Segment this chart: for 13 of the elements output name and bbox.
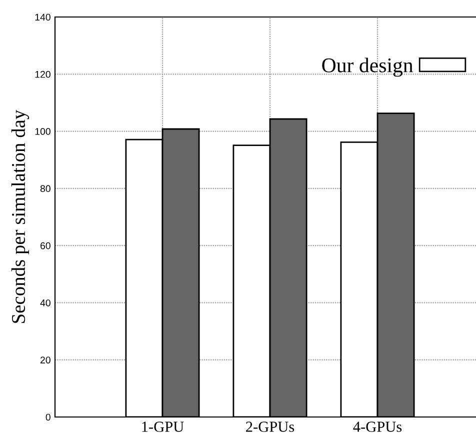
y-tick-label: 140 <box>35 14 50 21</box>
y-tick-label: 0 <box>46 414 50 421</box>
y-tick-label: 40 <box>40 299 50 306</box>
y-tick-label: 100 <box>35 128 50 135</box>
y-tick-label: 60 <box>40 242 50 250</box>
x-tick-label: 4-GPUs <box>353 422 402 432</box>
x-tick-label: 1-GPU <box>142 422 184 432</box>
y-tick-label: 80 <box>40 185 50 192</box>
legend-label: Our design <box>322 58 414 77</box>
y-tick-label: 120 <box>35 70 50 78</box>
y-tick-label: 20 <box>40 356 50 364</box>
y-axis-title: Seconds per simulation day <box>11 110 30 323</box>
x-tick-label: 2-GPUs <box>246 422 294 432</box>
